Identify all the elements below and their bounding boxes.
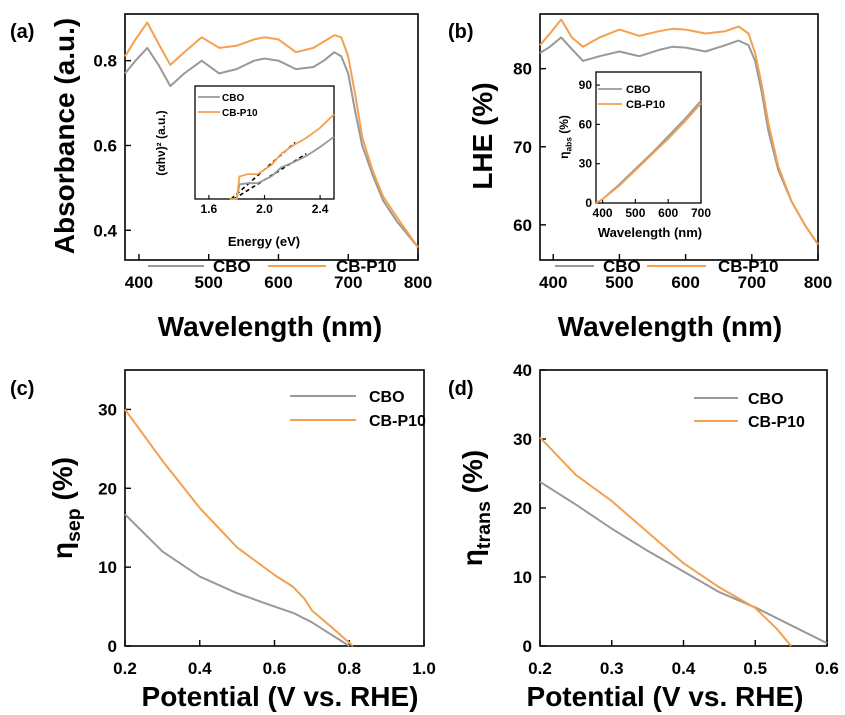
y-tick-label: 0.8 bbox=[93, 52, 117, 71]
inset-x-tick-label: 2.0 bbox=[256, 202, 273, 216]
y-axis-title: Absorbance (a.u.) bbox=[49, 18, 80, 254]
inset-x-tick-label: 500 bbox=[625, 206, 645, 220]
x-axis-title: Potential (V vs. RHE) bbox=[527, 681, 804, 712]
x-tick-label: 400 bbox=[539, 273, 567, 292]
legend-label: CBO bbox=[748, 391, 784, 408]
panel-label: (c) bbox=[10, 378, 34, 400]
x-tick-label: 700 bbox=[334, 273, 362, 292]
x-tick-label: 0.6 bbox=[263, 659, 287, 678]
inset-series-line-cb-p10 bbox=[229, 113, 335, 200]
x-tick-label: 700 bbox=[738, 273, 766, 292]
plot-frame bbox=[124, 13, 419, 261]
y-tick-label: 70 bbox=[513, 138, 532, 157]
y-tick-label: 10 bbox=[513, 568, 532, 587]
inset-frame bbox=[595, 71, 702, 204]
panel-label: (b) bbox=[448, 21, 474, 43]
legend-label: CB-P10 bbox=[369, 413, 426, 430]
series-line-cbo bbox=[539, 480, 828, 645]
inset-legend-label: CBO bbox=[626, 84, 651, 96]
legend-label: CB-P10 bbox=[718, 257, 778, 276]
inset-x-axis-title: Wavelength (nm) bbox=[598, 225, 702, 240]
inset-y-axis-title: ηabs (%) bbox=[557, 115, 573, 159]
series-line-cb-p10 bbox=[539, 18, 819, 245]
x-tick-label: 0.4 bbox=[188, 659, 212, 678]
inset-x-axis-title: Energy (eV) bbox=[228, 234, 300, 249]
y-tick-label: 0 bbox=[523, 637, 532, 656]
panel-a: (a) 400 500 600 700 800 0.4 0.6 0.8 Wavelength (n… bbox=[10, 13, 432, 342]
inset-y-tick-label: 30 bbox=[579, 157, 593, 171]
y-tick-label: 40 bbox=[513, 361, 532, 380]
inset-legend-label: CBO bbox=[222, 93, 244, 104]
y-tick-label: 30 bbox=[98, 400, 117, 419]
y-axis-title: ηsep (%) bbox=[47, 457, 85, 559]
inset-y-axis-title: (αhν)² (a.u.) bbox=[154, 110, 168, 175]
inset-x-tick-label: 600 bbox=[658, 206, 678, 220]
y-tick-label: 20 bbox=[513, 499, 532, 518]
legend-label: CB-P10 bbox=[336, 257, 396, 276]
series-line-cb-p10 bbox=[124, 408, 354, 647]
inset-x-tick-label: 2.4 bbox=[312, 202, 329, 216]
x-tick-label: 0.2 bbox=[113, 659, 137, 678]
series-line-cbo bbox=[124, 513, 350, 647]
panel-label: (a) bbox=[10, 21, 34, 43]
x-tick-label: 0.3 bbox=[600, 659, 624, 678]
series-line-cb-p10 bbox=[124, 21, 419, 248]
x-axis-title: Wavelength (nm) bbox=[558, 311, 783, 342]
inset-x-tick-label: 1.6 bbox=[201, 202, 218, 216]
inset-x-tick-label: 400 bbox=[593, 206, 613, 220]
panel-c: (c) 0.2 0.4 0.6 0.8 1.0 0 10 20 30 Potential (V vs… bbox=[10, 369, 436, 712]
x-tick-label: 500 bbox=[605, 273, 633, 292]
series-line-cbo bbox=[124, 46, 419, 248]
inset-y-tick-label: 90 bbox=[579, 78, 593, 92]
plot-frame bbox=[539, 13, 819, 261]
y-tick-label: 60 bbox=[513, 216, 532, 235]
panel-d: (d) 0.2 0.3 0.4 0.5 0.6 0 10 20 30 40 Potential (V … bbox=[448, 361, 839, 712]
x-tick-label: 0.8 bbox=[337, 659, 361, 678]
x-tick-label: 0.4 bbox=[672, 659, 696, 678]
x-tick-label: 0.5 bbox=[743, 659, 767, 678]
x-tick-label: 0.2 bbox=[528, 659, 552, 678]
y-tick-label: 0.6 bbox=[93, 136, 117, 155]
inset-plot: 1.6 2.0 2.4 Energy (eV) (αhν)² (a.u.) CBO CB-P… bbox=[154, 85, 335, 249]
x-tick-label: 0.6 bbox=[815, 659, 839, 678]
legend-label: CB-P10 bbox=[748, 414, 805, 431]
y-axis-title: ηtrans (%) bbox=[457, 450, 495, 566]
y-tick-label: 10 bbox=[98, 558, 117, 577]
legend-label: CBO bbox=[603, 257, 641, 276]
y-axis-title: LHE (%) bbox=[467, 82, 498, 189]
y-tick-label: 0 bbox=[108, 637, 117, 656]
panel-label: (d) bbox=[448, 378, 474, 400]
x-tick-label: 800 bbox=[804, 273, 832, 292]
x-tick-label: 1.0 bbox=[412, 659, 436, 678]
x-tick-label: 600 bbox=[264, 273, 292, 292]
inset-plot: 400 500 600 700 0 30 60 90 Wavelength (nm) ηabs (… bbox=[557, 71, 711, 240]
y-tick-label: 0.4 bbox=[93, 221, 117, 240]
inset-y-tick-label: 0 bbox=[585, 196, 592, 210]
x-tick-label: 500 bbox=[195, 273, 223, 292]
x-axis-title: Potential (V vs. RHE) bbox=[142, 681, 419, 712]
y-tick-label: 80 bbox=[513, 60, 532, 79]
legend-label: CBO bbox=[213, 257, 251, 276]
x-tick-label: 400 bbox=[125, 273, 153, 292]
legend-label: CBO bbox=[369, 389, 405, 406]
x-tick-label: 600 bbox=[671, 273, 699, 292]
inset-y-tick-label: 60 bbox=[579, 117, 593, 131]
series-line-cb-p10 bbox=[539, 436, 792, 647]
inset-series-line-cb-p10 bbox=[595, 102, 702, 204]
inset-legend-label: CB-P10 bbox=[626, 99, 665, 111]
inset-legend-label: CB-P10 bbox=[222, 108, 258, 119]
y-tick-label: 30 bbox=[513, 430, 532, 449]
series-line-cbo bbox=[539, 36, 819, 245]
inset-frame bbox=[194, 85, 335, 200]
x-tick-label: 800 bbox=[404, 273, 432, 292]
y-tick-label: 20 bbox=[98, 479, 117, 498]
x-axis-title: Wavelength (nm) bbox=[158, 311, 383, 342]
inset-x-tick-label: 700 bbox=[691, 206, 711, 220]
